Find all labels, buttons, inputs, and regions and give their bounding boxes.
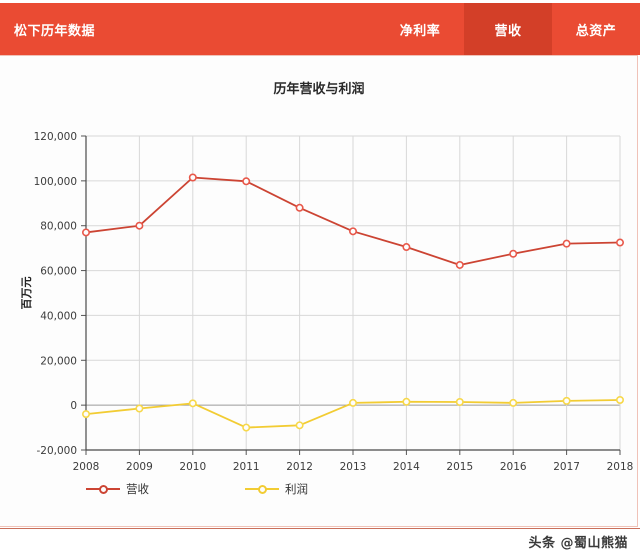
data-point[interactable] <box>135 221 144 230</box>
data-point[interactable] <box>295 421 304 430</box>
x-axis-tick-label: 2008 <box>73 461 100 473</box>
y-axis-title: 百万元 <box>20 277 33 310</box>
x-axis-tick-label: 2017 <box>553 461 580 473</box>
x-axis-tick-label: 2016 <box>500 461 527 473</box>
data-point[interactable] <box>348 398 357 407</box>
tab-total-assets[interactable]: 总资产 <box>575 23 617 39</box>
data-point[interactable] <box>562 396 571 405</box>
tab-revenue[interactable]: 营收 <box>464 3 552 55</box>
tab-net-profit-rate[interactable]: 净利率 <box>399 23 441 39</box>
data-point[interactable] <box>242 177 251 186</box>
x-axis-tick-label: 2012 <box>286 461 313 473</box>
data-point[interactable] <box>402 397 411 406</box>
data-point[interactable] <box>82 228 91 237</box>
y-axis-tick-label: 100,000 <box>34 176 77 188</box>
x-axis-tick-label: 2013 <box>340 461 367 473</box>
x-axis-tick-label: 2014 <box>393 461 420 473</box>
data-point[interactable] <box>615 395 624 404</box>
data-point[interactable] <box>402 243 411 252</box>
legend-marker-profit <box>245 483 279 495</box>
chart-legend: 营收 利润 <box>0 481 638 497</box>
data-point[interactable] <box>135 404 144 413</box>
line-chart-svg: 120,000 100,000 80,000 60,000 40,000 20,000 0 -… <box>20 131 634 473</box>
data-point[interactable] <box>188 399 197 408</box>
x-axis-tick-label: 2011 <box>233 461 260 473</box>
x-axis-tick-label: 2015 <box>446 461 473 473</box>
y-axis-tick-label: 20,000 <box>40 355 77 367</box>
legend-label-profit: 利润 <box>285 482 308 496</box>
data-point[interactable] <box>188 173 197 182</box>
app-header: 松下历年数据 净利率 营收 总资产 <box>0 3 640 55</box>
data-point[interactable] <box>455 260 464 269</box>
legend-item-profit[interactable]: 利润 <box>245 481 308 497</box>
watermark-credit: 头条 @蜀山熊猫 <box>528 536 628 551</box>
y-axis-tick-label: -20,000 <box>36 445 77 457</box>
y-axis-tick-label: 80,000 <box>40 221 77 233</box>
y-axis-tick-label: 0 <box>70 400 77 412</box>
data-point[interactable] <box>242 423 251 432</box>
data-point[interactable] <box>82 410 91 419</box>
legend-marker-revenue <box>86 483 120 495</box>
legend-label-revenue: 营收 <box>126 482 149 496</box>
y-axis-tick-label: 60,000 <box>40 266 77 278</box>
data-point[interactable] <box>615 238 624 247</box>
brand-title: 松下历年数据 <box>14 23 96 39</box>
header-spacer <box>95 3 376 55</box>
chart-title: 历年营收与利润 <box>273 82 365 97</box>
data-point[interactable] <box>295 203 304 212</box>
data-point[interactable] <box>509 398 518 407</box>
x-axis-tick-label: 2010 <box>179 461 206 473</box>
chart-card: 历年营收与利润 120,000 100,000 80,000 60,000 40,000… <box>0 55 638 527</box>
footer-divider <box>0 528 640 529</box>
data-point[interactable] <box>562 239 571 248</box>
y-axis-tick-label: 40,000 <box>40 310 77 322</box>
legend-item-revenue[interactable]: 营收 <box>86 481 149 497</box>
x-axis-tick-label: 2009 <box>126 461 153 473</box>
data-point[interactable] <box>455 398 464 407</box>
x-axis-tick-label: 2018 <box>607 461 634 473</box>
data-point[interactable] <box>348 227 357 236</box>
y-axis-tick-label: 120,000 <box>34 131 77 143</box>
data-point[interactable] <box>509 249 518 258</box>
chart-plot-area: 120,000 100,000 80,000 60,000 40,000 20,000 0 -… <box>0 56 638 528</box>
